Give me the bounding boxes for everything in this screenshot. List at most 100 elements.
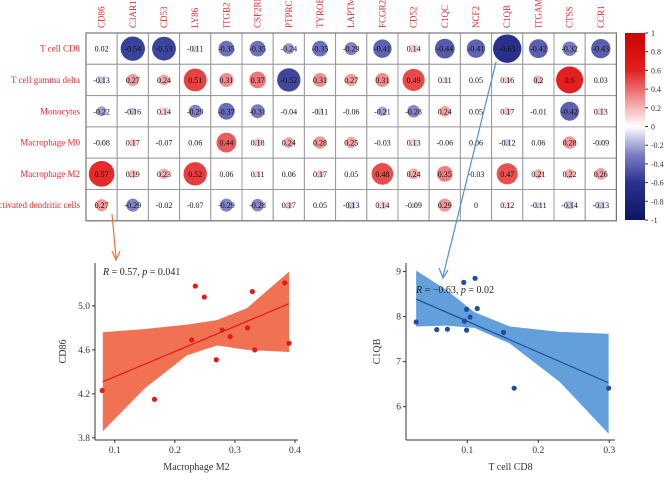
y-tick-label: 7	[396, 358, 401, 368]
correlation-value: -0.16	[124, 107, 141, 116]
matrix-cell	[366, 126, 399, 159]
correlation-value: 0.22	[563, 170, 577, 179]
correlation-circle	[250, 104, 265, 119]
annotation-r-label: R	[415, 285, 422, 296]
correlation-value: 0.23	[157, 170, 171, 179]
correlation-value: -0.44	[436, 45, 453, 54]
correlation-value: -0.29	[187, 107, 204, 116]
correlation-circle	[434, 38, 455, 59]
matrix-cell	[584, 63, 617, 97]
confidence-band	[102, 271, 289, 432]
correlation-value: -0.04	[280, 107, 297, 116]
correlation-square	[99, 140, 104, 145]
correlation-circle	[436, 165, 453, 182]
correlation-circle	[216, 132, 237, 153]
correlation-value: -0.06	[343, 107, 360, 116]
correlation-circle	[312, 40, 328, 57]
correlation-square	[598, 140, 604, 146]
correlation-value: -0.29	[343, 45, 360, 54]
data-point	[213, 357, 219, 363]
data-point	[474, 305, 480, 312]
correlation-circle	[533, 169, 544, 179]
annotation-r-value: = −0.63,	[422, 285, 461, 296]
y-tick-label: 9	[396, 268, 401, 278]
correlation-value: -0.11	[530, 201, 546, 210]
correlation-value: 0.06	[219, 170, 233, 179]
correlation-value: 0.27	[344, 76, 358, 85]
column-label: LAPTM5	[346, 0, 356, 28]
correlation-value: 0.06	[188, 139, 202, 148]
correlation-circle	[88, 161, 115, 187]
correlation-circle	[562, 41, 577, 56]
correlation-value: 0.14	[375, 201, 389, 210]
x-axis-label: T cell CD8	[488, 462, 532, 473]
data-point	[413, 319, 419, 325]
correlation-square	[503, 201, 511, 209]
row-label: Macrophage M0	[20, 138, 80, 148]
correlation-square	[378, 201, 387, 209]
matrix-cell	[210, 126, 243, 159]
correlation-circle	[503, 107, 512, 116]
correlation-value: -0.35	[249, 45, 266, 54]
matrix-cell	[459, 63, 493, 97]
x-tick-label: 0.2	[169, 446, 181, 456]
x-tick-label: 0.2	[532, 446, 544, 456]
x-axis-label: Macrophage M2	[163, 462, 229, 473]
correlation-value: 0.24	[282, 139, 296, 148]
connector-line-cd8-c1qb	[442, 61, 497, 277]
correlation-circle	[219, 72, 234, 87]
data-point	[444, 326, 451, 332]
correlation-value: 0.24	[438, 107, 452, 116]
correlation-value: 0.16	[500, 76, 514, 85]
row-label: T cell CD8	[40, 44, 80, 54]
correlation-circle	[373, 39, 392, 58]
colorbar-tick-label: 1	[651, 29, 655, 38]
correlation-value: 0.57	[95, 170, 109, 179]
correlation-circle	[218, 102, 235, 120]
correlation-circle	[126, 73, 139, 87]
correlation-value: 0.05	[469, 107, 483, 116]
data-point	[461, 318, 468, 324]
correlation-value: -0.11	[312, 107, 328, 116]
correlation-circle	[493, 34, 522, 63]
column-label: CTSS	[565, 6, 575, 28]
correlation-value: -0.43	[592, 45, 609, 54]
y-tick-label: 6	[396, 403, 401, 413]
correlation-value: -0.13	[592, 201, 609, 210]
matrix-cell	[147, 126, 181, 159]
matrix-cell	[428, 126, 461, 159]
correlation-value: 0.27	[126, 76, 140, 85]
correlation-circle	[496, 163, 518, 185]
correlation-value: 0.06	[282, 170, 296, 179]
correlation-value: 0.44	[219, 139, 233, 148]
correlation-value: 0.31	[375, 76, 389, 85]
correlation-circle	[95, 199, 108, 212]
correlation-value: -0.21	[374, 107, 391, 116]
data-point	[227, 334, 233, 340]
correlation-value: -0.52	[280, 76, 297, 85]
correlation-circle	[188, 104, 202, 118]
correlation-value: 0.17	[282, 201, 296, 210]
x-tick-label: 0.3	[229, 446, 241, 456]
correlation-value: 0.18	[251, 139, 265, 148]
correlation-value: 0.26	[594, 170, 608, 179]
correlation-value: 0.31	[313, 76, 327, 85]
y-axis-label: C1QB	[372, 338, 383, 364]
confidence-band	[416, 270, 609, 434]
data-point	[286, 340, 292, 346]
correlation-circle	[439, 105, 451, 117]
correlation-annotation: R = −0.63, p = 0.02	[415, 285, 494, 296]
correlation-value: 0.03	[594, 76, 608, 85]
connector-arrows	[111, 61, 497, 280]
correlation-value: 0.37	[251, 76, 265, 85]
correlation-circle	[313, 72, 327, 87]
correlation-circle	[277, 68, 301, 92]
correlation-circle	[344, 42, 358, 56]
correlation-circle	[253, 138, 262, 147]
correlation-value: -0.02	[156, 201, 173, 210]
correlation-value: -0.13	[93, 76, 110, 85]
correlation-square	[98, 76, 106, 84]
correlation-value: 0.11	[438, 76, 452, 85]
correlation-value: 0.14	[407, 45, 421, 54]
correlation-circle	[533, 75, 543, 85]
